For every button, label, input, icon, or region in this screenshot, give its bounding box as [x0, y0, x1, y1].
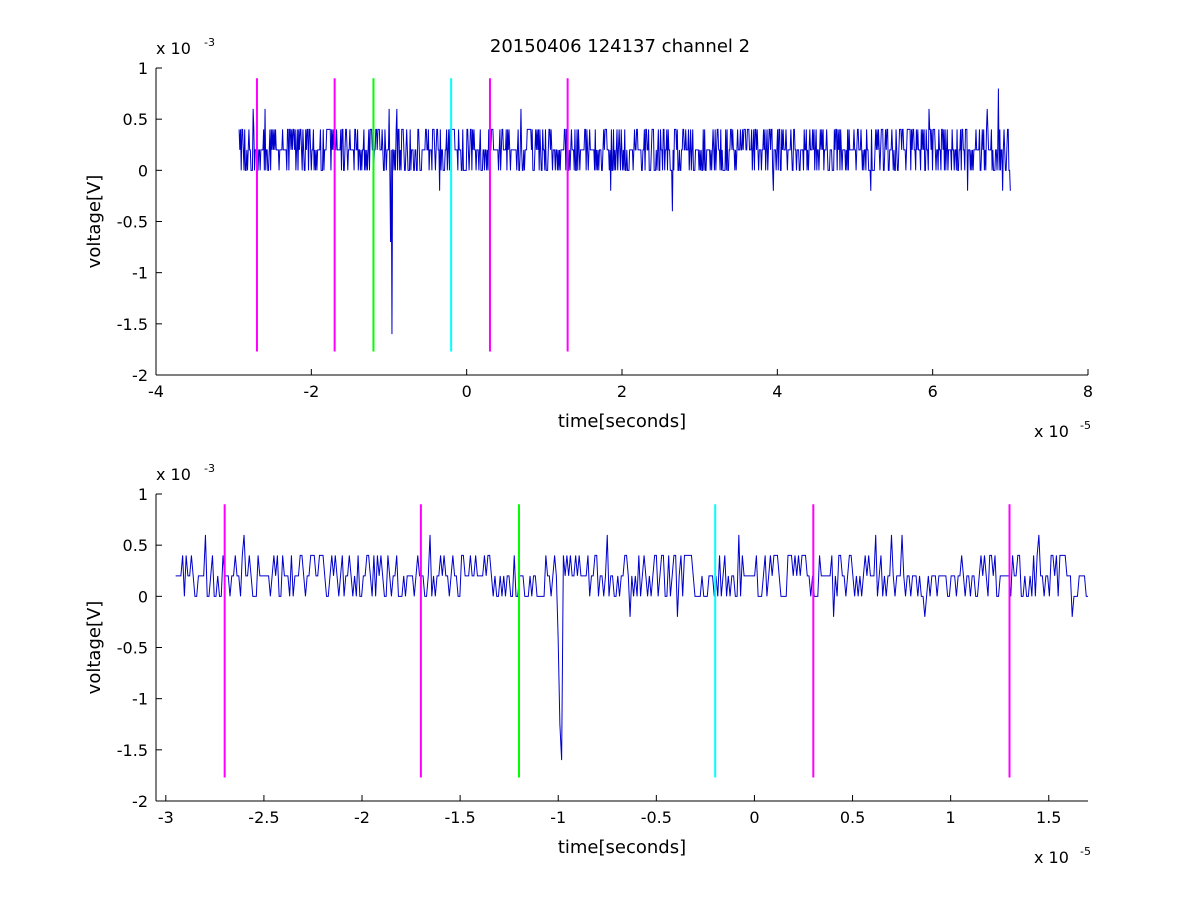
- y-tick-label: -1: [132, 690, 148, 709]
- y-tick-label: 0: [138, 587, 148, 606]
- x-axis-label: time[seconds]: [558, 837, 686, 858]
- x-tick-label: 2: [617, 382, 627, 401]
- y-tick-label: 0.5: [123, 110, 148, 129]
- signal-trace: [238, 88, 1011, 335]
- x-tick-label: 0: [462, 382, 472, 401]
- x-tick-label: 0: [749, 808, 759, 827]
- x-tick-label: -4: [148, 382, 164, 401]
- figure-title: 20150406 124137 channel 2: [490, 36, 750, 57]
- x-tick-label: -2.5: [248, 808, 279, 827]
- x-exponent-power: -5: [1080, 419, 1091, 432]
- x-exponent-label: x 10: [1034, 848, 1069, 867]
- x-tick-label: -3: [158, 808, 174, 827]
- x-exponent-label: x 10: [1034, 422, 1069, 441]
- bottom-axes: -3 -2.5 -2 -1.5 -1 -0.5 0 0.5 1 1.5 -2 -1.5 -1 -0.5 0 0…: [84, 462, 1091, 867]
- y-tick-label: -1.5: [117, 741, 148, 760]
- y-tick-label: 1: [138, 59, 148, 78]
- x-tick-label: 1.5: [1036, 808, 1061, 827]
- x-tick-label: 8: [1083, 382, 1093, 401]
- y-tick-label: -0.5: [117, 639, 148, 658]
- x-axis-label: time[seconds]: [558, 411, 686, 432]
- y-axis-label: voltage[V]: [84, 175, 105, 269]
- y-tick-label: 1: [138, 485, 148, 504]
- x-tick-label: -2: [303, 382, 319, 401]
- x-tick-label: 1: [946, 808, 956, 827]
- x-exponent-power: -5: [1080, 845, 1091, 858]
- x-tick-label: 0.5: [840, 808, 865, 827]
- x-tick-label: -0.5: [641, 808, 672, 827]
- y-tick-label: 0.5: [123, 536, 148, 555]
- x-tick-label: 6: [928, 382, 938, 401]
- y-exponent-power: -3: [204, 462, 215, 475]
- x-tick-label: -1.5: [445, 808, 476, 827]
- y-tick-label: -1: [132, 264, 148, 283]
- x-tick-label: 4: [772, 382, 782, 401]
- y-tick-label: -2: [132, 792, 148, 811]
- y-tick-label: 0: [138, 161, 148, 180]
- x-tick-label: -2: [354, 808, 370, 827]
- top-axes: -4 -2 0 2 4 6 8-2-1.5-1-0.500.51time[seconds]v…: [84, 36, 1093, 441]
- y-exponent-power: -3: [204, 36, 215, 49]
- y-tick-label: -2: [132, 366, 148, 385]
- signal-trace: [175, 534, 1088, 761]
- y-exponent-label: x 10: [156, 465, 191, 484]
- y-tick-label: -1.5: [117, 315, 148, 334]
- y-exponent-label: x 10: [156, 39, 191, 58]
- y-tick-label: -0.5: [117, 213, 148, 232]
- x-tick-label: -1: [550, 808, 566, 827]
- y-axis-label: voltage[V]: [84, 601, 105, 695]
